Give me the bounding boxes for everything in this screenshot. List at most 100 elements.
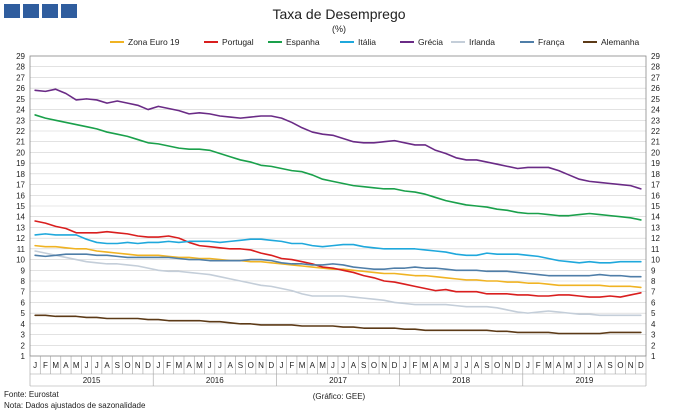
y-tick-label-left: 26: [16, 84, 25, 93]
month-label: J: [464, 361, 468, 370]
y-tick-label-right: 9: [651, 266, 656, 275]
y-tick-label-right: 28: [651, 63, 660, 72]
y-tick-label-left: 29: [16, 52, 25, 61]
month-label: S: [484, 361, 489, 370]
series-line-portugal: [34, 220, 642, 298]
y-tick-label-right: 14: [651, 213, 660, 222]
y-tick-label-left: 6: [21, 298, 26, 307]
month-label: F: [289, 361, 294, 370]
month-label: N: [505, 361, 511, 370]
month-label: A: [186, 361, 192, 370]
month-label: F: [536, 361, 541, 370]
month-label: A: [556, 361, 562, 370]
y-tick-label-right: 17: [651, 181, 660, 190]
y-tick-label-left: 15: [16, 202, 25, 211]
y-tick-label-right: 24: [651, 106, 660, 115]
series-line-alemanha: [34, 314, 642, 335]
month-label: J: [331, 361, 335, 370]
month-label: S: [238, 361, 243, 370]
y-tick-label-left: 24: [16, 106, 25, 115]
month-label: J: [95, 361, 99, 370]
month-label: D: [638, 361, 644, 370]
month-label: O: [617, 361, 623, 370]
legend: Zona Euro 19 Portugal Espanha Itália Grécia I…: [110, 37, 640, 47]
month-label: S: [607, 361, 612, 370]
month-label: J: [33, 361, 37, 370]
month-label: F: [166, 361, 171, 370]
y-tick-label-right: 11: [651, 245, 660, 254]
legend-label: Zona Euro 19: [128, 37, 180, 47]
y-tick-label-left: 1: [21, 352, 26, 361]
y-tick-label-right: 20: [651, 148, 660, 157]
y-axis-left: 1234567891011121314151617181920212223242…: [16, 52, 25, 361]
y-tick-label-right: 18: [651, 170, 660, 179]
month-label: M: [545, 361, 552, 370]
chart-title: Taxa de Desemprego: [272, 6, 405, 22]
month-label: F: [43, 361, 48, 370]
series-line-irlanda: [34, 250, 642, 317]
y-tick-label-left: 13: [16, 223, 25, 232]
y-tick-label-left: 2: [21, 341, 26, 350]
legend-label: Irlanda: [469, 37, 495, 47]
y-axis-right: 1234567891011121314151617181920212223242…: [651, 52, 660, 361]
y-tick-label-right: 3: [651, 331, 656, 340]
month-label: J: [280, 361, 284, 370]
y-tick-label-right: 12: [651, 234, 660, 243]
month-label: A: [228, 361, 234, 370]
month-label: J: [526, 361, 530, 370]
series-line-it-lia: [34, 233, 642, 264]
month-label: N: [135, 361, 141, 370]
series-line-fran-a: [34, 253, 642, 278]
y-tick-label-right: 8: [651, 277, 656, 286]
y-tick-label-left: 9: [21, 266, 26, 275]
legend-label: Alemanha: [601, 37, 640, 47]
month-label: M: [52, 361, 59, 370]
y-tick-label-left: 5: [21, 309, 26, 318]
month-label: J: [84, 361, 88, 370]
y-tick-label-left: 28: [16, 63, 25, 72]
month-label: A: [351, 361, 357, 370]
year-label: 2018: [452, 376, 470, 385]
y-tick-label-left: 27: [16, 73, 25, 82]
month-label: M: [442, 361, 449, 370]
y-tick-label-right: 26: [651, 84, 660, 93]
month-label: J: [403, 361, 407, 370]
month-label: A: [597, 361, 603, 370]
year-label: 2017: [329, 376, 347, 385]
month-label: S: [115, 361, 120, 370]
month-label: J: [156, 361, 160, 370]
month-label: O: [494, 361, 500, 370]
month-label: N: [381, 361, 387, 370]
y-tick-label-right: 23: [651, 116, 660, 125]
month-label: S: [361, 361, 366, 370]
month-label: A: [63, 361, 69, 370]
y-tick-label-left: 11: [17, 245, 26, 254]
y-tick-label-right: 10: [651, 256, 660, 265]
month-label: M: [422, 361, 429, 370]
grid: [29, 55, 647, 357]
y-tick-label-right: 7: [651, 288, 656, 297]
y-tick-label-left: 21: [16, 138, 25, 147]
y-tick-label-right: 29: [651, 52, 660, 61]
month-label: O: [371, 361, 377, 370]
legend-label: França: [538, 37, 565, 47]
month-label: M: [299, 361, 306, 370]
month-label: D: [145, 361, 151, 370]
month-label: A: [104, 361, 110, 370]
y-tick-label-left: 20: [16, 148, 25, 157]
month-label: M: [196, 361, 203, 370]
logo-block-4: [61, 4, 77, 18]
y-tick-label-left: 16: [16, 191, 25, 200]
month-label: J: [341, 361, 345, 370]
y-tick-label-right: 25: [651, 95, 660, 104]
y-tick-label-left: 25: [16, 95, 25, 104]
legend-label: Grécia: [418, 37, 443, 47]
year-label: 2016: [206, 376, 224, 385]
y-tick-label-left: 10: [16, 256, 25, 265]
y-tick-label-right: 22: [651, 127, 660, 136]
logo-block-1: [4, 4, 20, 18]
y-tick-label-right: 13: [651, 223, 660, 232]
month-label: N: [258, 361, 264, 370]
month-label: D: [515, 361, 521, 370]
